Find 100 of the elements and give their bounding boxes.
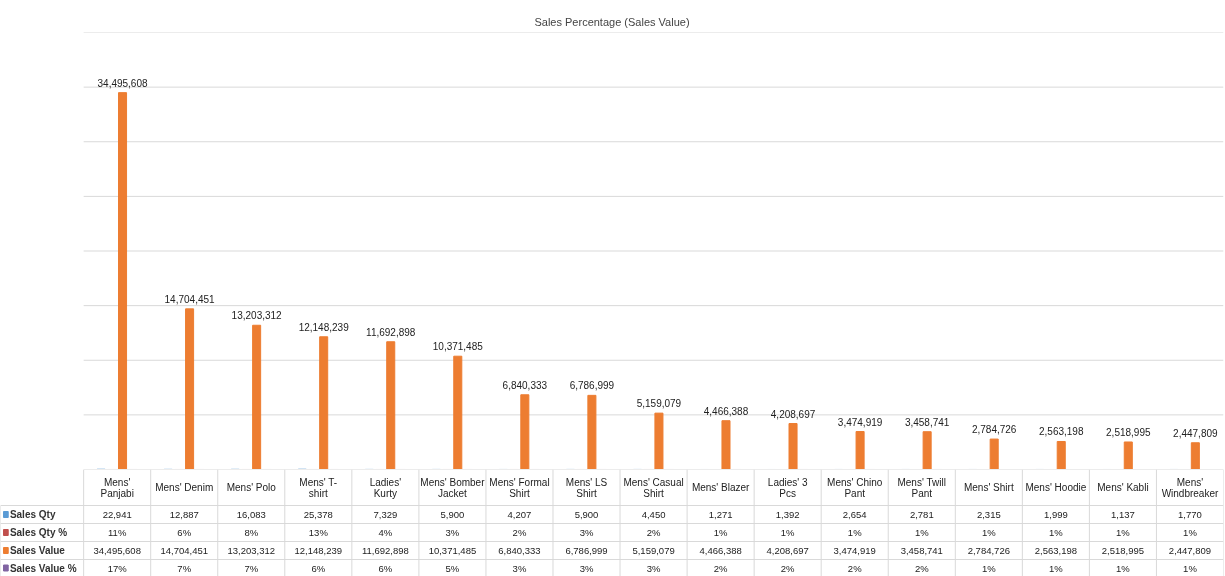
text: 6,840,333 (502, 379, 548, 391)
data-label: 2% (847, 562, 863, 574)
text: 13,203,312 (231, 310, 282, 322)
data-label: 4,207 (507, 508, 532, 520)
data-label: 13,203,312 (227, 544, 276, 556)
data-label: 2% (713, 562, 729, 574)
data-label: 1% (1049, 562, 1064, 574)
chart-title: Sales Percentage (Sales Value) (534, 15, 690, 28)
data-label: 12,887 (169, 508, 199, 520)
text: 3,474,919 (837, 416, 883, 428)
data-label: 1,137 (1111, 508, 1135, 520)
text: 5,159,079 (636, 398, 682, 410)
text: 4,208,697 (770, 408, 816, 420)
data-label: 3,474,919 (833, 544, 876, 556)
x-tick-label: Mens' Twill Pant (897, 476, 946, 499)
text: 14,704,451 (164, 293, 215, 305)
data-label: 1% (1183, 527, 1198, 538)
x-tick-label: Mens' T- shirt (299, 476, 338, 499)
x-tick-label: Mens' Denim (155, 482, 214, 493)
data-label: 1% (1116, 527, 1131, 538)
data-label: 1,999 (1043, 508, 1068, 520)
data-label: 1% (981, 562, 997, 574)
data-label: 1% (1049, 527, 1064, 538)
data-label: 12,148,239 (294, 544, 343, 556)
data-label: 3% (646, 562, 661, 574)
text: 34,495,608 (97, 77, 148, 89)
data-label: 1% (1183, 562, 1198, 574)
data-label: 3,458,741 (900, 544, 943, 556)
x-tick-label: Mens' Chino Pant (827, 476, 883, 499)
x-tick-label: Mens' Polo (226, 482, 277, 493)
data-label: 14,704,451 (160, 544, 208, 556)
data-label: 4,450 (641, 508, 666, 520)
x-tick-label: Mens' LS Shirt (565, 476, 608, 499)
x-tick-label: Ladies' Kurty (369, 476, 402, 499)
data-label: 1,271 (708, 508, 733, 520)
data-label: 2% (512, 527, 527, 538)
data-label: 6,786,999 (565, 544, 608, 556)
data-label: 5,900 (440, 508, 465, 520)
data-label: 3% (512, 562, 527, 574)
x-tick-label: Ladies' 3 Pcs (767, 476, 808, 499)
x-tick-label: Mens' Shirt (963, 482, 1014, 493)
text: 2,518,995 (1106, 426, 1151, 438)
text: 3,458,741 (904, 416, 950, 428)
data-label: 4,208,697 (766, 544, 809, 556)
data-label: 2% (646, 527, 661, 538)
data-label: 1,770 (1178, 508, 1202, 520)
data-label: 34,495,608 (93, 544, 141, 556)
data-label: 2,784,726 (967, 544, 1010, 556)
text: 2,563,198 (1038, 426, 1084, 438)
data-label: 2,518,995 (1101, 544, 1145, 556)
data-label: 2% (780, 562, 796, 574)
x-tick-label: Mens' Hoodie (1025, 482, 1087, 493)
x-tick-label: Mens' Panjabi (100, 476, 134, 499)
data-label: 2,315 (976, 508, 1001, 520)
data-label: 1% (713, 527, 729, 538)
data-label: 1,392 (775, 508, 800, 520)
text: 4,466,388 (703, 405, 749, 417)
x-tick-label: Mens' Blazer (691, 482, 751, 493)
data-label: 16,083 (236, 508, 266, 520)
data-label: 5% (445, 562, 460, 574)
data-label: 10,371,485 (428, 544, 477, 556)
data-label: 1% (780, 527, 796, 538)
data-label: 2,781 (909, 508, 934, 520)
data-label: 4,466,388 (699, 544, 742, 556)
text: 6,786,999 (569, 380, 615, 392)
data-label: 13% (308, 527, 329, 538)
data-label: 5,159,079 (632, 544, 675, 556)
legend-label: Sales Qty % (9, 527, 68, 538)
data-label: 3% (579, 562, 594, 574)
text: 11,692,898 (366, 326, 416, 338)
data-label: 4% (378, 527, 393, 538)
data-label: 11% (108, 527, 127, 538)
data-label: 7% (177, 562, 192, 574)
x-tick-label: Mens' Bomber Jacket (420, 476, 486, 499)
data-label: 17% (107, 562, 128, 574)
data-label: 7,329 (373, 508, 398, 520)
data-label: 3% (579, 527, 594, 538)
x-tick-label: Mens' Windbreaker (1161, 476, 1219, 499)
data-label: 1% (914, 527, 930, 538)
data-label: 8% (244, 527, 259, 538)
data-label: 22,941 (102, 508, 132, 520)
data-label: 5,900 (574, 508, 599, 520)
legend-label: Sales Value (9, 545, 66, 556)
data-label: 25,378 (303, 508, 333, 520)
x-tick-label: Mens' Casual Shirt (623, 476, 684, 499)
data-label: 7% (244, 562, 259, 574)
data-label: 2,654 (842, 508, 867, 520)
data-label: 1% (847, 527, 863, 538)
x-tick-label: Mens' Kabli (1097, 482, 1149, 493)
data-label: 6% (378, 562, 393, 574)
data-label: 11,692,898 (361, 544, 409, 556)
x-tick-label: Mens' Formal Shirt (489, 476, 550, 499)
data-label: 6,840,333 (498, 544, 541, 556)
data-label: 3% (445, 527, 460, 538)
data-label: 1% (981, 527, 997, 538)
data-label: 2,563,198 (1034, 544, 1078, 556)
data-label: 2,447,809 (1168, 544, 1212, 556)
text: 2,447,809 (1173, 427, 1218, 439)
legend-label: Sales Value % (9, 562, 77, 574)
text: 12,148,239 (298, 321, 349, 333)
